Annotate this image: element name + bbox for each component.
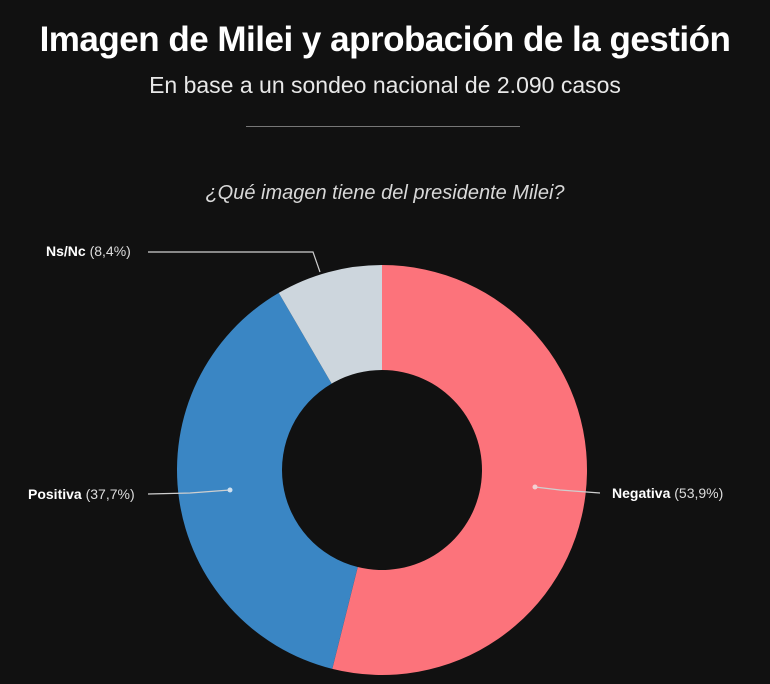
label-negativa-name: Negativa — [612, 485, 671, 501]
divider — [246, 126, 520, 127]
leader-dot-positiva — [227, 487, 233, 493]
leader-line-nsnc — [148, 251, 321, 273]
slice-nsnc — [278, 265, 382, 384]
slice-negativa — [332, 265, 587, 675]
leader-dot-negativa — [532, 484, 538, 490]
chart-title: Imagen de Milei y aprobación de la gesti… — [39, 20, 731, 59]
label-negativa-value: (53,9%) — [674, 485, 724, 501]
label-positiva-value: (37,7%) — [85, 486, 135, 502]
label-nsnc-value: (8,4%) — [89, 243, 131, 259]
label-negativa: Negativa (53,9%) — [612, 485, 723, 501]
label-nsnc-name: Ns/Nc — [46, 243, 86, 259]
label-nsnc: Ns/Nc (8,4%) — [46, 243, 131, 259]
label-positiva-name: Positiva — [28, 486, 82, 502]
slice-positiva — [176, 292, 358, 669]
label-positiva: Positiva (37,7%) — [28, 486, 135, 502]
leader-line-negativa — [534, 486, 601, 494]
leader-line-positiva — [147, 489, 231, 495]
chart-question: ¿Qué imagen tiene del presidente Milei? — [205, 182, 565, 204]
chart-subtitle: En base a un sondeo nacional de 2.090 ca… — [149, 72, 621, 98]
